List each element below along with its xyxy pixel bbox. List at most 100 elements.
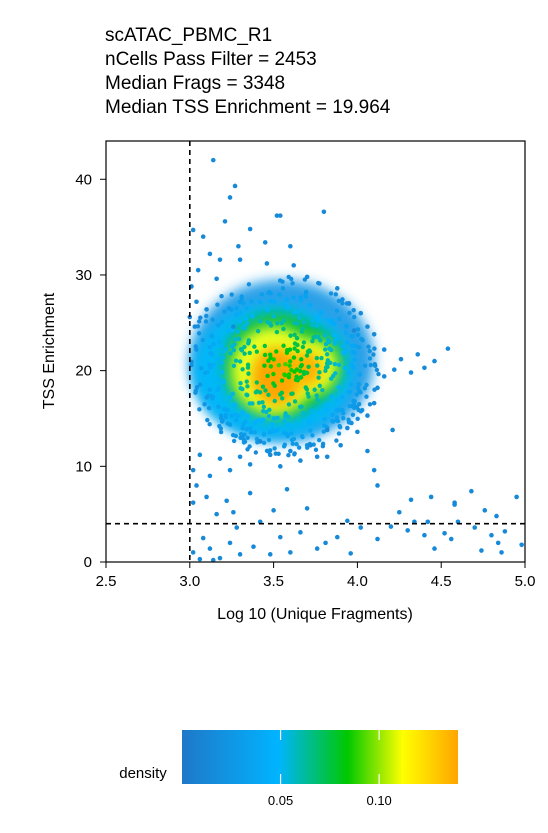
scatter-point [207,473,213,479]
halo-point [299,434,305,439]
halo-point [332,332,338,338]
halo-point [362,386,368,391]
halo-point [271,299,277,305]
halo-point [305,349,311,354]
halo-point [280,396,285,401]
halo-point [238,385,243,391]
halo-point [198,315,203,320]
halo-point [274,329,280,335]
halo-point [218,429,224,435]
scatter-point [200,234,206,239]
halo-point [193,388,199,393]
halo-point [341,415,346,421]
halo-point [262,363,267,368]
scatter-point [408,497,414,503]
halo-point [273,451,278,456]
halo-point [233,433,239,439]
halo-point [323,368,328,374]
halo-point [268,364,274,369]
halo-point [254,380,260,385]
halo-point [372,346,377,351]
scatter-point [187,314,193,320]
x-tick-label: 3.5 [263,573,284,590]
scatter-point [231,324,236,329]
scatter-points [187,157,524,562]
halo-point [291,436,297,442]
halo-point [238,310,243,316]
y-tick-label: 20 [75,363,92,380]
y-axis: 0 10 20 30 40 [75,171,106,571]
halo-point [261,404,267,410]
halo-point [351,402,357,407]
halo-point [282,418,287,423]
halo-point [197,382,203,387]
halo-point [352,314,357,320]
scatter-point [304,506,310,511]
halo-point [210,395,215,400]
halo-point [292,452,297,457]
halo-point [271,381,276,386]
x-tick-label: 4.0 [347,573,368,590]
scatter-point [247,490,253,496]
halo-point [220,380,226,385]
halo-point [233,358,239,363]
halo-point [301,320,306,325]
halo-point [197,407,202,412]
halo-point [355,416,360,421]
halo-point [216,385,221,390]
halo-point [210,317,215,322]
halo-point [281,326,286,332]
halo-point [313,334,318,339]
halo-point [231,347,237,353]
y-axis-label: TSS Enrichment [41,292,58,409]
halo-point [252,344,257,349]
halo-point [236,413,241,419]
scatter-point [375,536,380,542]
scatter-point [271,508,276,513]
halo-point [280,286,286,291]
halo-point [320,387,325,393]
halo-point [278,392,283,397]
scatter-point [371,467,377,473]
halo-point [323,342,329,347]
halo-point [254,349,260,354]
halo-point [194,385,200,390]
halo-point [346,417,351,422]
halo-point [291,310,297,315]
scatter-point [499,550,504,555]
scatter-point [264,261,270,266]
scatter-point [371,400,377,406]
scatter-point [495,540,501,546]
halo-point [276,363,282,368]
halo-point [342,365,348,371]
halo-point [284,348,290,353]
halo-point [238,319,243,324]
scatter-point [298,458,303,463]
halo-point [216,322,221,328]
halo-point [354,392,360,397]
halo-point [376,371,381,377]
legend-tick-label: 0.10 [366,793,391,808]
halo-point [372,362,378,367]
scatter-point [304,274,310,280]
scatter-point [334,286,340,291]
scatter-point [257,439,263,444]
halo-point [310,412,315,417]
x-tick-label: 3.0 [179,573,200,590]
halo-point [281,318,286,324]
halo-point [291,295,296,300]
halo-point [294,441,299,447]
halo-point [245,447,250,452]
halo-point [266,290,271,296]
scatter-point [355,429,360,435]
scatter-point [397,509,402,515]
legend-ticks: 0.05 0.10 [268,730,392,808]
cutoff-lines [106,141,525,562]
halo-point [336,298,342,304]
halo-point [217,339,222,344]
halo-point [330,419,336,424]
halo-point [362,363,368,368]
halo-point [230,344,235,349]
scatter-point [207,546,213,551]
halo-point [242,351,247,356]
